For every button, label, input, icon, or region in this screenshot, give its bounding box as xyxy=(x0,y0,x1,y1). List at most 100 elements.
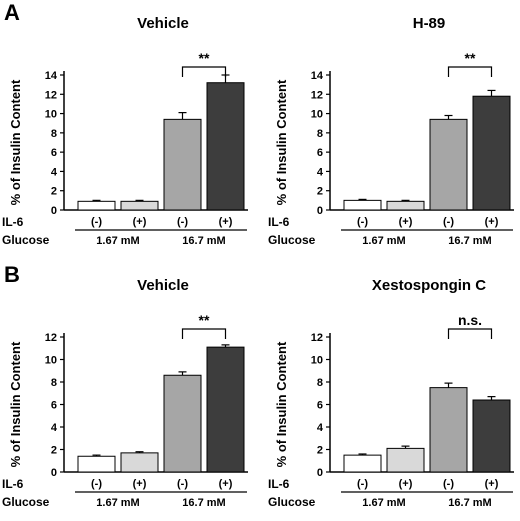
bar xyxy=(472,399,511,473)
il6-row-label: IL-6 xyxy=(268,215,290,229)
significance-bracket xyxy=(447,328,493,339)
y-tick-label: 0 xyxy=(317,205,323,217)
y-tick-label: 8 xyxy=(51,377,57,389)
glucose-group-label: 16.7 mM xyxy=(182,235,225,247)
chart-grid: Vehicle % of Insulin Content 0 2 4 6 8 10 12 14 **… xyxy=(2,15,514,509)
bar xyxy=(343,199,382,211)
y-tick-label: 6 xyxy=(317,400,323,412)
glucose-group-label: 1.67 mM xyxy=(362,235,405,247)
bar xyxy=(120,200,159,211)
significance-label: ** xyxy=(465,50,476,66)
il6-sign: (-) xyxy=(443,478,454,490)
y-tick-label: 0 xyxy=(51,467,57,479)
chart-title: H-89 xyxy=(413,15,446,32)
y-tick-label: 6 xyxy=(51,400,57,412)
bar xyxy=(472,95,511,211)
significance-label: ** xyxy=(199,312,210,328)
bar xyxy=(429,118,468,211)
il6-sign: (+) xyxy=(485,216,499,228)
significance-label: n.s. xyxy=(458,312,482,328)
panel-letter-a: A xyxy=(4,0,20,25)
y-tick-label: 6 xyxy=(317,147,323,159)
il6-sign: (-) xyxy=(357,216,368,228)
y-axis-label: % of Insulin Content xyxy=(274,341,289,467)
significance-bracket xyxy=(447,66,493,77)
y-tick-label: 10 xyxy=(311,109,323,121)
y-tick-label: 0 xyxy=(51,205,57,217)
bar xyxy=(77,455,116,473)
panel-letter-b: B xyxy=(4,262,20,287)
y-tick-label: 10 xyxy=(45,109,57,121)
il6-sign: (-) xyxy=(91,478,102,490)
y-axis-label: % of Insulin Content xyxy=(8,341,23,467)
il6-sign: (+) xyxy=(485,478,499,490)
bar xyxy=(386,200,425,211)
bar xyxy=(77,200,116,211)
bar xyxy=(163,118,202,211)
chart-title: Vehicle xyxy=(137,15,189,32)
bar xyxy=(386,447,425,473)
il6-sign: (-) xyxy=(443,216,454,228)
bar xyxy=(120,452,159,473)
il6-sign: (+) xyxy=(133,216,147,228)
glucose-group-label: 1.67 mM xyxy=(362,497,405,509)
bar xyxy=(429,387,468,473)
significance-label: ** xyxy=(199,50,210,66)
il6-row-label: IL-6 xyxy=(268,477,290,491)
il6-sign: (+) xyxy=(399,478,413,490)
y-tick-label: 10 xyxy=(311,355,323,367)
il6-sign: (-) xyxy=(357,478,368,490)
il6-sign: (+) xyxy=(133,478,147,490)
il6-sign: (-) xyxy=(177,216,188,228)
y-tick-label: 2 xyxy=(51,445,57,457)
y-tick-label: 4 xyxy=(51,166,58,178)
glucose-row-label: Glucose xyxy=(268,495,316,509)
y-tick-label: 2 xyxy=(317,445,323,457)
il6-sign: (-) xyxy=(91,216,102,228)
y-tick-label: 0 xyxy=(317,467,323,479)
y-tick-label: 6 xyxy=(51,147,57,159)
il6-row-label: IL-6 xyxy=(2,215,24,229)
glucose-group-label: 1.67 mM xyxy=(96,235,139,247)
chart-3: Vehicle % of Insulin Content 0 2 4 6 8 10 12 ** IL… xyxy=(2,277,248,509)
glucose-group-label: 1.67 mM xyxy=(96,497,139,509)
y-tick-label: 2 xyxy=(317,186,323,198)
y-tick-label: 12 xyxy=(311,332,323,344)
y-tick-label: 12 xyxy=(45,89,57,101)
significance-bracket xyxy=(181,66,227,77)
y-tick-label: 8 xyxy=(317,377,323,389)
il6-row-label: IL-6 xyxy=(2,477,24,491)
chart-4: Xestospongin C % of Insulin Content 0 2 4 6 8 1… xyxy=(268,277,514,509)
y-tick-label: 8 xyxy=(51,128,57,140)
significance-bracket xyxy=(181,328,227,339)
y-tick-label: 2 xyxy=(51,186,57,198)
glucose-row-label: Glucose xyxy=(268,233,316,247)
y-axis-label: % of Insulin Content xyxy=(8,79,23,205)
chart-1: Vehicle % of Insulin Content 0 2 4 6 8 10 12 14 **… xyxy=(2,15,248,247)
glucose-row-label: Glucose xyxy=(2,495,50,509)
bar xyxy=(343,454,382,473)
bar xyxy=(206,346,245,473)
y-tick-label: 12 xyxy=(311,89,323,101)
y-tick-label: 14 xyxy=(45,70,58,82)
bar xyxy=(206,82,245,211)
y-tick-label: 8 xyxy=(317,128,323,140)
chart-2: H-89 % of Insulin Content 0 2 4 6 8 10 12 14 ** IL-… xyxy=(268,15,514,247)
y-tick-label: 4 xyxy=(317,422,324,434)
il6-sign: (+) xyxy=(399,216,413,228)
il6-sign: (+) xyxy=(219,478,233,490)
chart-title: Xestospongin C xyxy=(372,277,486,294)
y-tick-label: 12 xyxy=(45,332,57,344)
bar xyxy=(163,374,202,473)
glucose-group-label: 16.7 mM xyxy=(448,497,491,509)
glucose-row-label: Glucose xyxy=(2,233,50,247)
y-axis-label: % of Insulin Content xyxy=(274,79,289,205)
y-tick-label: 4 xyxy=(51,422,58,434)
il6-sign: (+) xyxy=(219,216,233,228)
chart-title: Vehicle xyxy=(137,277,189,294)
glucose-group-label: 16.7 mM xyxy=(182,497,225,509)
glucose-group-label: 16.7 mM xyxy=(448,235,491,247)
y-tick-label: 10 xyxy=(45,355,57,367)
il6-sign: (-) xyxy=(177,478,188,490)
